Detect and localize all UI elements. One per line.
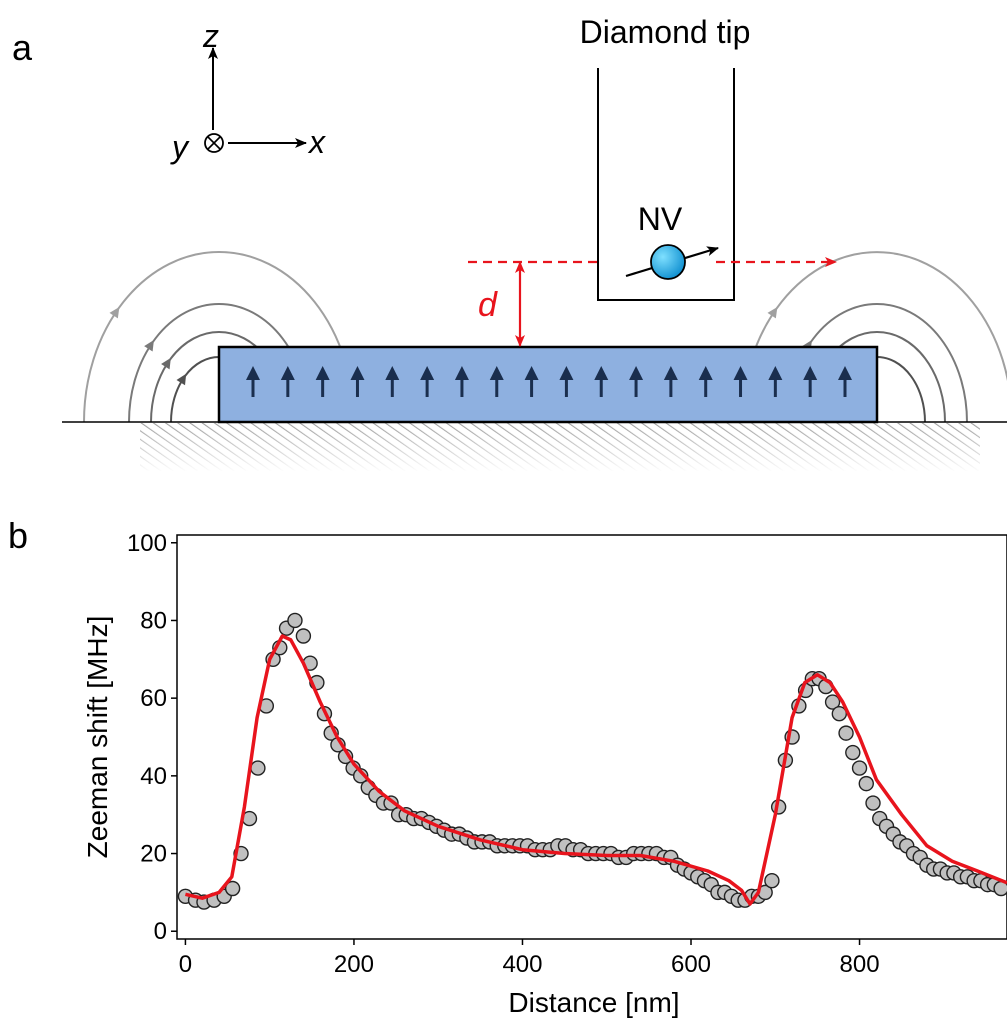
nv-label: NV	[638, 201, 683, 237]
fit-line	[185, 634, 1007, 906]
field-line-arrow-icon	[144, 340, 154, 352]
y-axis-title: Zeeman shift [MHz]	[82, 616, 113, 859]
y-tick-label: 40	[140, 763, 167, 790]
field-line	[741, 251, 1007, 423]
x-tick-label: 600	[671, 951, 711, 978]
diamond-tip-outline	[597, 68, 735, 301]
magnetization-arrow	[663, 366, 678, 397]
data-point	[838, 725, 854, 741]
data-point	[824, 694, 841, 710]
data-point	[250, 760, 266, 776]
nv-center-sphere	[650, 244, 686, 280]
data-point	[851, 760, 868, 776]
distance-label: d	[478, 286, 498, 324]
field-line-arrow-icon	[161, 357, 171, 370]
magnetization-arrow	[454, 366, 469, 397]
magnetization-arrows	[246, 366, 852, 397]
x-axis-title: Distance [nm]	[508, 987, 679, 1018]
axis-label-y: y	[170, 129, 190, 165]
plot-frame	[176, 534, 1007, 940]
magnetization-arrow	[246, 366, 260, 397]
magnetization-arrow	[768, 366, 783, 397]
magnetization-arrow	[489, 366, 504, 397]
magnetization-arrow	[629, 366, 644, 397]
magnetization-arrow	[838, 366, 852, 397]
y-tick-label: 100	[127, 530, 167, 557]
magnetization-arrow	[803, 366, 818, 397]
x-tick-label: 800	[840, 951, 880, 978]
data-point	[224, 880, 241, 897]
panel-a-label: a	[12, 27, 33, 68]
magnetization-arrow	[385, 366, 400, 397]
field-line-arrow-icon	[176, 373, 187, 386]
data-point	[845, 744, 861, 761]
y-axis-ticks: 0 20 40 60 80 100	[127, 530, 177, 945]
data-points	[177, 612, 1007, 910]
field-line	[83, 251, 355, 423]
data-point	[865, 795, 881, 811]
panel-a: a z x y Diamond tip d NV	[12, 14, 1007, 471]
y-axis-into-page-icon	[204, 133, 224, 153]
data-point	[858, 775, 874, 792]
x-tick-label: 0	[179, 951, 192, 978]
x-tick-label: 400	[502, 951, 542, 978]
data-point	[764, 873, 780, 889]
magnetization-arrow	[559, 366, 574, 397]
magnetization-arrow	[594, 366, 609, 397]
magnetization-arrow	[420, 366, 435, 397]
y-tick-label: 0	[154, 918, 167, 945]
data-point	[295, 628, 312, 644]
y-tick-label: 60	[140, 685, 167, 712]
axis-label-z: z	[202, 18, 219, 54]
x-tick-label: 200	[334, 951, 374, 978]
panel-b: b 0 20 40 60 80 100 0 200 400 600 800 Zeeman shif…	[8, 515, 1007, 1018]
magnetization-arrow	[350, 366, 365, 397]
substrate-hatch	[140, 423, 980, 471]
panel-b-label: b	[8, 515, 28, 556]
data-point	[287, 612, 303, 629]
y-tick-label: 20	[140, 841, 167, 868]
data-point	[831, 705, 848, 722]
magnetization-arrow	[315, 366, 330, 397]
field-line-arrow-icon	[109, 306, 120, 319]
coordinate-axes: z x y	[170, 18, 326, 165]
magnetization-arrow	[280, 366, 295, 397]
magnetization-arrow	[698, 366, 713, 397]
diamond-tip-label: Diamond tip	[580, 14, 751, 50]
data-point	[352, 768, 369, 784]
magnetization-arrow	[733, 366, 748, 397]
axis-label-x: x	[307, 124, 326, 160]
field-line-arrow-icon	[767, 306, 778, 319]
y-tick-label: 80	[140, 607, 167, 634]
magnetic-film	[217, 345, 879, 424]
x-axis-ticks: 0 200 400 600 800	[179, 939, 880, 978]
magnetization-arrow	[524, 366, 539, 397]
